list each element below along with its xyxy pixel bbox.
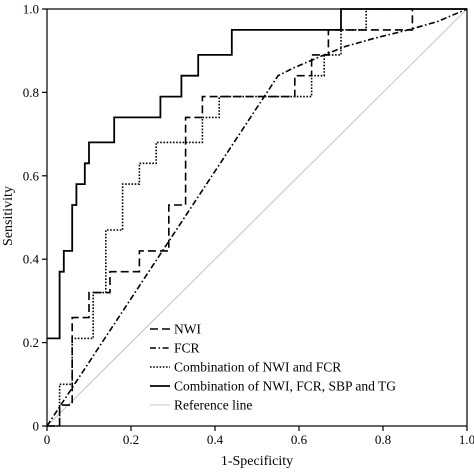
y-tick-label: 1.0 — [23, 2, 39, 17]
x-axis-label: 1-Specificity — [221, 454, 293, 469]
legend-label: Combination of NWI and FCR — [174, 360, 341, 375]
x-tick-label: 1.0 — [459, 432, 474, 447]
series-line-nwi — [47, 9, 414, 427]
legend: NWI FCR Combination of NWI and FCR Combinat… — [150, 322, 396, 413]
y-axis-label: Sensitivity — [1, 186, 16, 246]
x-tick-label: 0.4 — [207, 432, 224, 447]
y-tick-label: 0.6 — [23, 168, 40, 183]
legend-label: NWI — [174, 322, 201, 337]
y-tick-label: 0.4 — [23, 252, 40, 267]
series-line-reference-line — [46, 8, 468, 427]
x-tick-label: 0.2 — [123, 432, 139, 447]
plot-area — [46, 8, 468, 427]
series-line-fcr — [46, 8, 468, 427]
x-tick-label: 0 — [44, 432, 51, 447]
x-tick-label: 0.6 — [291, 432, 308, 447]
legend-label: Combination of NWI, FCR, SBP and TG — [174, 379, 396, 394]
x-tick-label: 0.8 — [375, 432, 391, 447]
legend-label: Reference line — [174, 398, 252, 413]
y-tick-label: 0 — [33, 419, 40, 434]
y-tick-label: 0.2 — [23, 335, 39, 350]
series-line-combination-of-nwi-fcr-sbp-and-tg — [47, 8, 467, 340]
axes: 0 0.2 0.4 0.6 0.8 1.0 0 0.2 0.4 0.6 0.8 1.0 — [23, 2, 474, 448]
legend-label: FCR — [174, 341, 200, 356]
plot-frame — [46, 8, 468, 427]
y-tick-label: 0.8 — [23, 85, 39, 100]
